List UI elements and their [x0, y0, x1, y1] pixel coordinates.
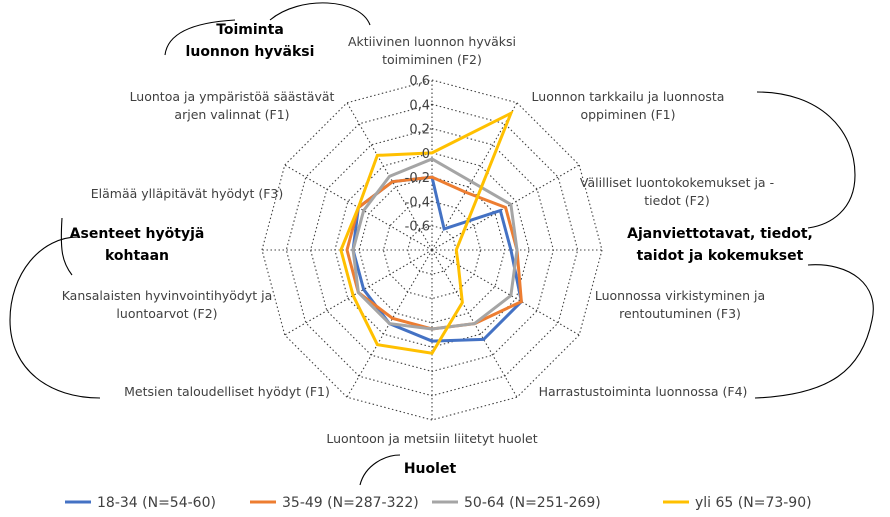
radar-spokes: [262, 80, 602, 420]
group-bracket-arc: [60, 217, 73, 276]
axis-label: Luontoon ja metsiin liitetyt huolet: [326, 431, 537, 446]
axis-label: Elämää ylläpitävät hyödyt (F3): [91, 186, 283, 201]
tick-label: 0,4: [409, 98, 430, 113]
group-label: Asenteet hyötyjä: [70, 226, 205, 242]
axis-label: Metsien taloudelliset hyödyt (F1): [124, 384, 330, 399]
series-line-3: [351, 157, 519, 331]
axis-label: Harrastustoiminta luonnossa (F4): [539, 384, 748, 399]
series-layer: [339, 110, 524, 355]
group-bracket-arc: [359, 454, 401, 486]
group-labels: Toiminta luonnon hyväksi Ajanviettotavat, …: [70, 22, 813, 477]
tick-label: -0,2: [405, 171, 430, 186]
tick-labels: 0,6 0,4 0,2 0 -0,2 -0,4 -0,6: [405, 74, 430, 235]
grid-spoke: [431, 102, 518, 251]
axis-label: Kansalaisten hyvinvointihyödyt ja: [62, 288, 273, 303]
tick-label: -0,6: [405, 220, 430, 235]
axis-label: rentoutuminen (F3): [619, 306, 741, 321]
series-line-1: [351, 175, 524, 343]
legend-label: 18-34 (N=54-60): [97, 495, 216, 511]
group-bracket-arc: [754, 264, 874, 399]
group-label: luonnon hyväksi: [186, 44, 315, 60]
legend-label: 50-64 (N=251-269): [464, 495, 601, 511]
tick-label: 0,6: [409, 74, 430, 89]
axis-label: Luontoa ja ympäristöä säästävät: [130, 89, 335, 104]
series-line-4: [339, 110, 514, 355]
tick-label: 0: [422, 147, 430, 162]
legend-label: 35-49 (N=287-322): [282, 495, 419, 511]
tick-label: -0,4: [405, 195, 430, 210]
group-bracket-arc: [9, 236, 101, 399]
axis-label: Luonnossa virkistyminen ja: [595, 288, 765, 303]
tick-label: 0,2: [409, 123, 430, 138]
grid-ring: [285, 103, 579, 397]
grid-spoke: [431, 249, 580, 336]
group-bracket-arc: [164, 2, 371, 56]
axis-label: luontoarvot (F2): [116, 306, 217, 321]
legend: 18-34 (N=54-60) 35-49 (N=287-322) 50-64 (N…: [65, 495, 812, 511]
axis-label: tiedot (F2): [644, 193, 709, 208]
axis-label: Aktiivinen luonnon hyväksi: [348, 34, 516, 49]
group-bracket-arcs: [9, 2, 874, 486]
legend-label: yli 65 (N=73-90): [695, 495, 812, 511]
axis-label: Luonnon tarkkailu ja luonnosta: [532, 89, 725, 104]
group-label: taidot ja kokemukset: [637, 248, 804, 264]
axis-labels: Aktiivinen luonnon hyväksi toimiminen (F2…: [62, 34, 774, 446]
group-bracket-arc: [756, 91, 856, 229]
axis-label: Välilliset luontokokemukset ja -: [580, 175, 774, 190]
group-label: Toiminta: [216, 22, 284, 38]
group-label: Huolet: [404, 461, 457, 477]
group-label: kohtaan: [105, 248, 169, 264]
group-label: Ajanviettotavat, tiedot,: [627, 226, 813, 242]
axis-label: toimiminen (F2): [382, 52, 482, 67]
axis-label: oppiminen (F1): [580, 107, 675, 122]
axis-label: arjen valinnat (F1): [174, 107, 289, 122]
